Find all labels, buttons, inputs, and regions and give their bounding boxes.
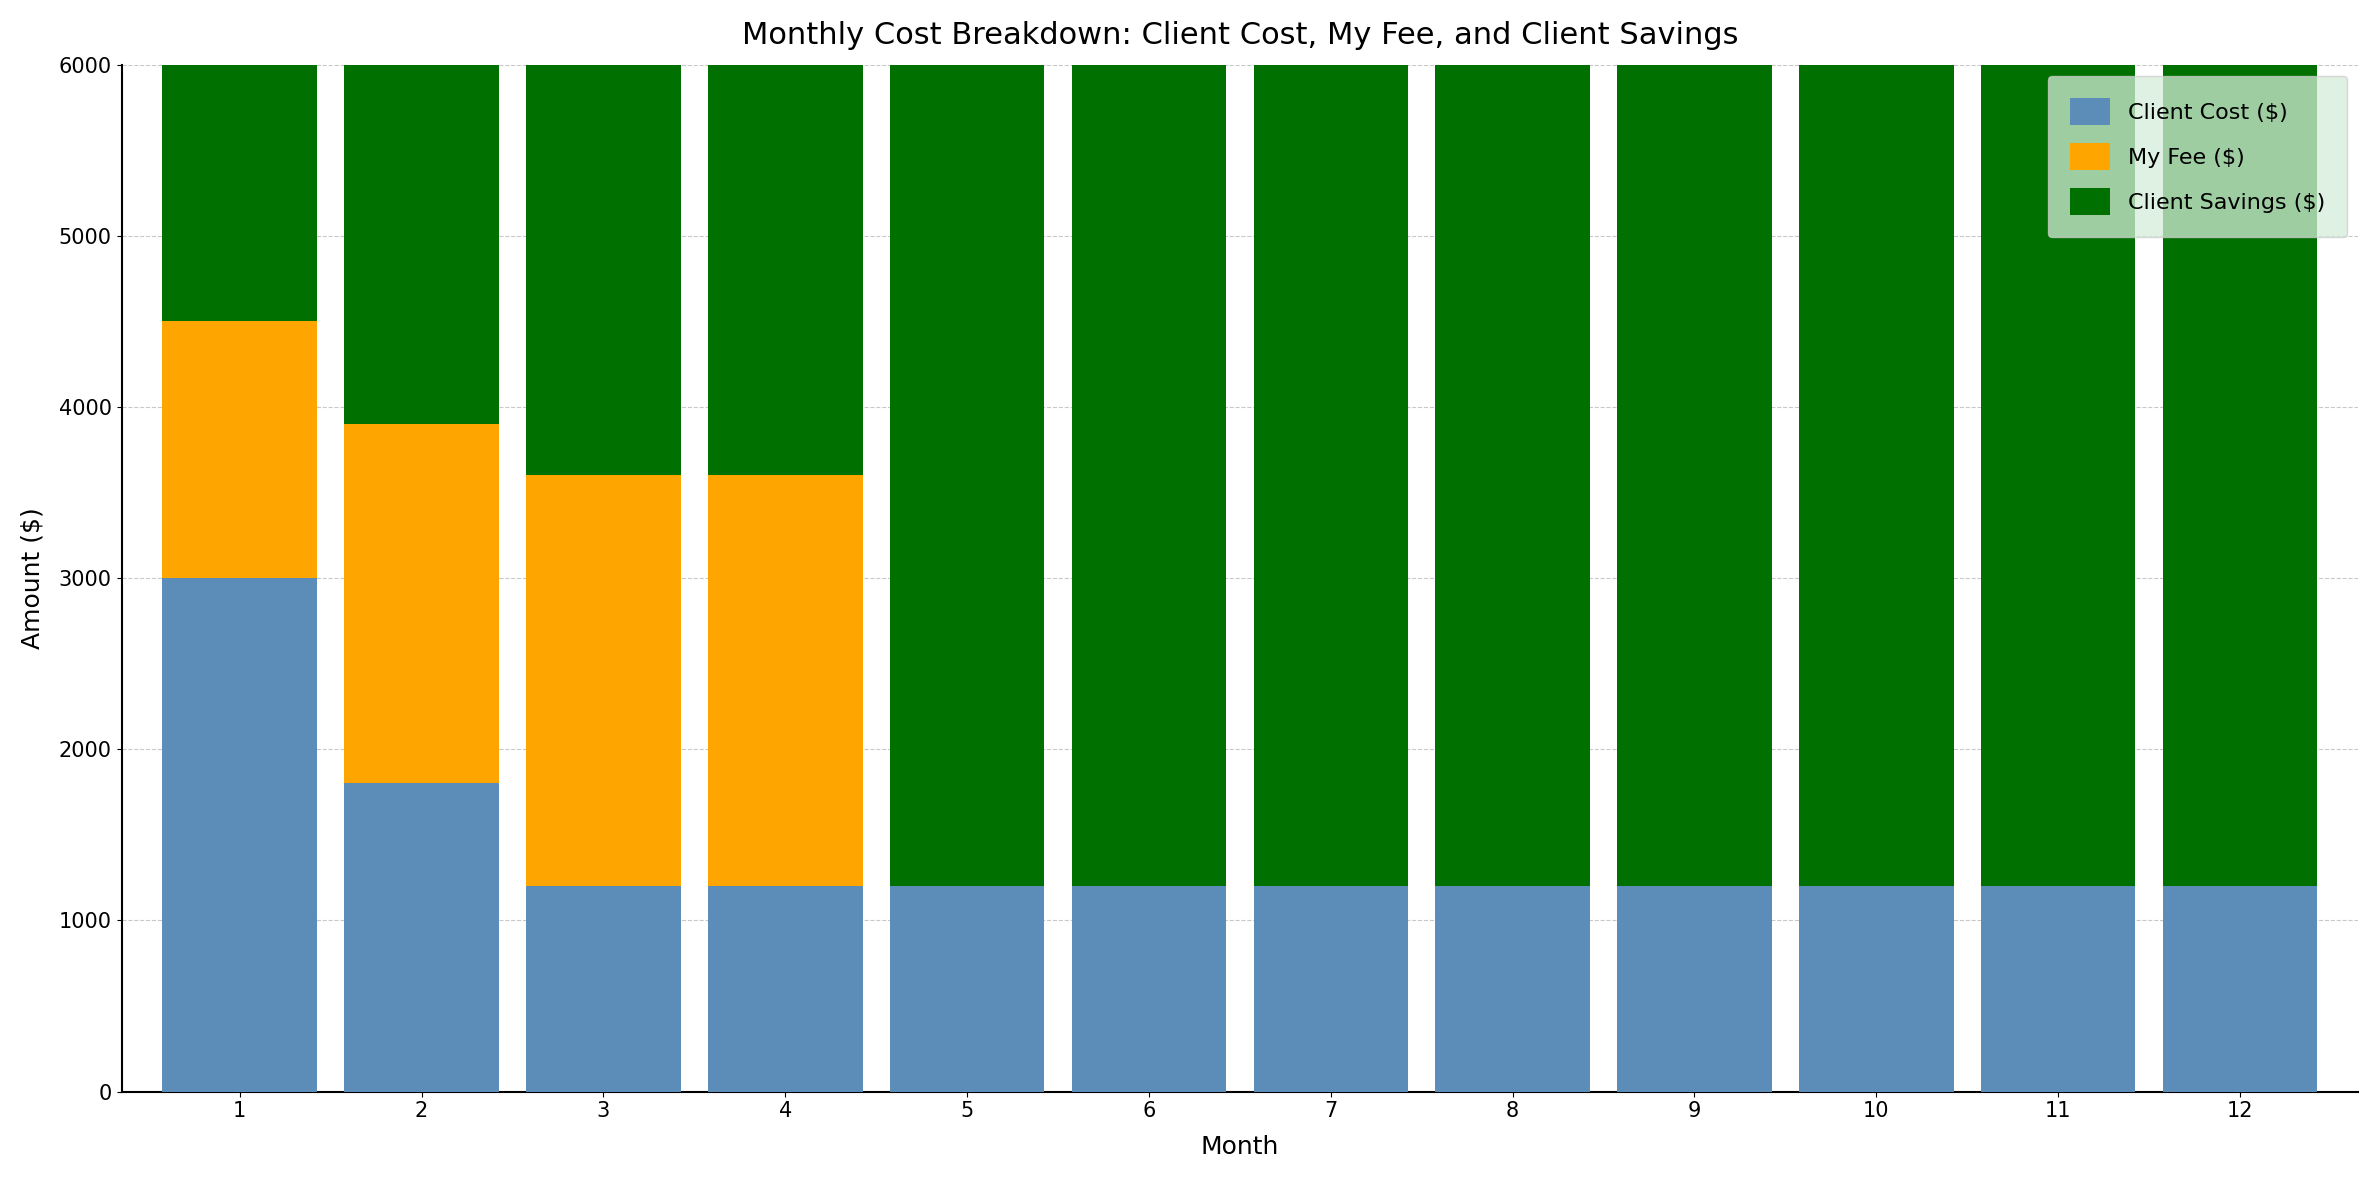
Bar [1982,886,2136,1092]
Legend: Client Cost ($), My Fee ($), Client Savings ($): Client Cost ($), My Fee ($), Client Savi… [2048,76,2348,237]
Bar [1435,886,1589,1092]
Bar [1799,65,1953,886]
Bar [890,886,1044,1092]
Bar [162,321,316,578]
Bar [2163,65,2317,886]
Bar [526,476,680,886]
Bar [890,65,1044,886]
Bar [345,65,500,424]
Bar [526,886,680,1092]
Bar [1071,886,1225,1092]
Bar [162,65,316,321]
Bar [709,65,864,476]
Bar [1254,886,1408,1092]
Bar [1618,886,1772,1092]
Bar [2163,886,2317,1092]
Bar [1982,65,2136,886]
Bar [1799,886,1953,1092]
Bar [709,886,864,1092]
Bar [1618,65,1772,886]
Title: Monthly Cost Breakdown: Client Cost, My Fee, and Client Savings: Monthly Cost Breakdown: Client Cost, My … [742,21,1739,50]
X-axis label: Month: Month [1201,1135,1280,1159]
Bar [526,65,680,476]
Bar [162,578,316,1092]
Bar [345,424,500,784]
Y-axis label: Amount ($): Amount ($) [21,507,45,649]
Bar [1071,65,1225,886]
Bar [345,784,500,1092]
Bar [1435,65,1589,886]
Bar [709,476,864,886]
Bar [1254,65,1408,886]
